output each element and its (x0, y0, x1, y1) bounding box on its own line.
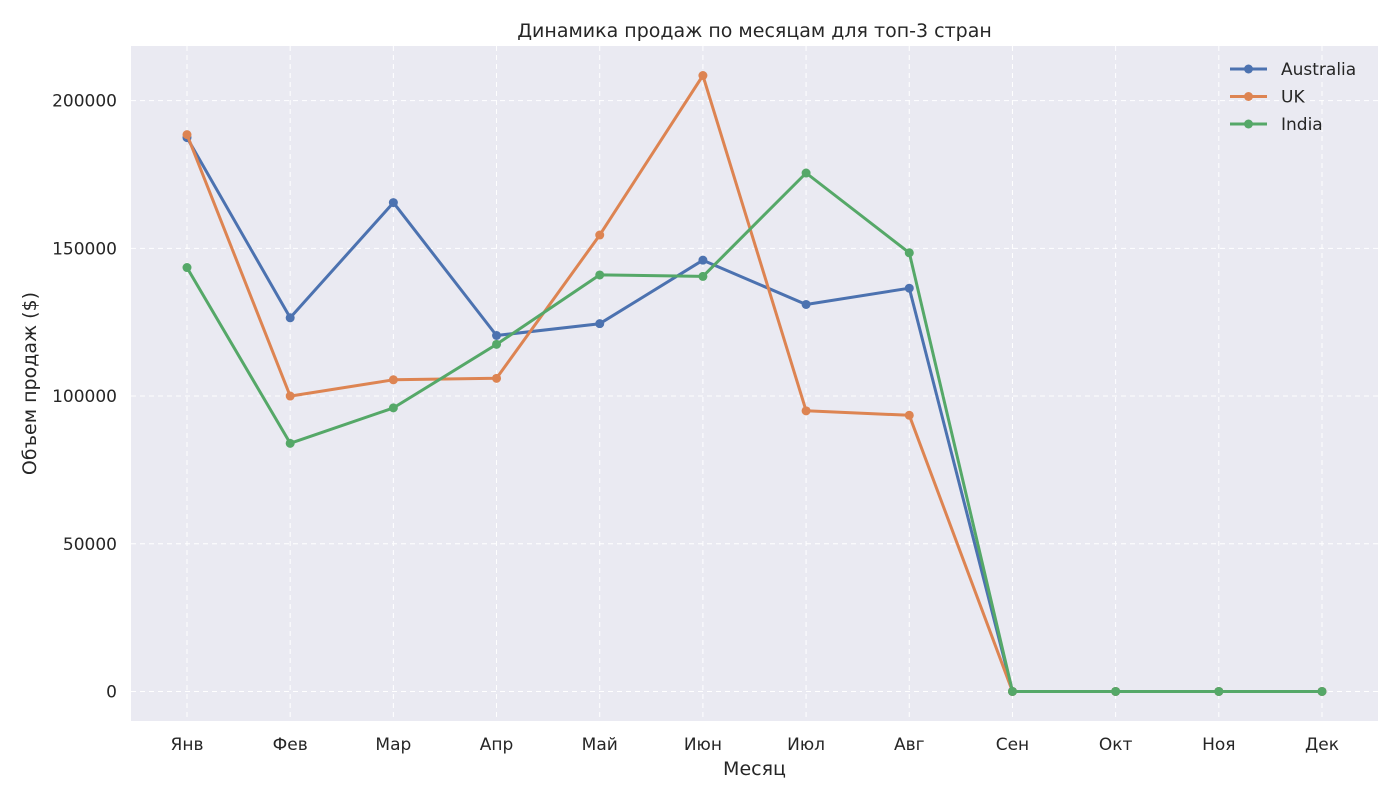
data-point (388, 375, 398, 385)
data-point (1214, 686, 1224, 696)
x-tick-label: Апр (480, 735, 514, 755)
data-point (1111, 686, 1121, 696)
data-point (1007, 686, 1017, 696)
y-tick-label: 200000 (52, 92, 117, 112)
data-point (595, 230, 605, 240)
series-line-india (185, 171, 1324, 693)
legend-item-india: India (1230, 115, 1323, 135)
data-point (801, 168, 811, 178)
legend-marker (1244, 119, 1253, 129)
data-point (492, 330, 502, 340)
legend-marker (1244, 92, 1253, 101)
y-tick-label: 50000 (63, 535, 117, 555)
x-tick-label: Янв (171, 735, 204, 755)
data-point (698, 255, 708, 265)
data-point (492, 339, 502, 349)
legend-label: Australia (1281, 60, 1356, 80)
data-point (595, 319, 605, 329)
data-point (285, 391, 295, 401)
y-tick-label: 150000 (52, 239, 117, 259)
data-point (388, 198, 398, 208)
data-point (698, 271, 708, 281)
data-point (1317, 686, 1327, 696)
data-point (904, 248, 914, 258)
x-tick-label: Фев (273, 735, 308, 755)
data-point (904, 283, 914, 293)
data-point (285, 313, 295, 323)
legend-marker (1244, 64, 1253, 74)
legend-label: India (1281, 115, 1323, 135)
plot-area (131, 46, 1378, 721)
data-point (801, 299, 811, 309)
data-point (904, 410, 914, 420)
y-axis-label: Объем продаж ($) (19, 292, 41, 475)
data-point (182, 130, 192, 140)
data-point (492, 373, 502, 383)
data-point (388, 403, 398, 413)
x-tick-label: Авг (894, 735, 925, 755)
x-tick-label: Июн (684, 735, 722, 755)
x-tick-label: Дек (1305, 735, 1339, 755)
y-tick-label: 100000 (52, 387, 117, 407)
data-point (801, 406, 811, 416)
x-tick-label: Июл (787, 735, 825, 755)
x-tick-label: Окт (1099, 735, 1133, 755)
y-tick-labels: 0 50000 100000 150000 200000 (52, 92, 117, 703)
legend-item-australia: Australia (1230, 60, 1356, 80)
x-tick-label: Мар (375, 735, 411, 755)
data-point (595, 270, 605, 280)
x-tick-label: Май (582, 735, 618, 755)
legend-item-uk: UK (1230, 88, 1305, 108)
x-tick-labels: Янв Фев Мар Апр Май Июн Июл Авг Сен Окт Ноя Дек (171, 735, 1339, 755)
data-point (182, 263, 192, 273)
series-india (182, 168, 1327, 696)
series-lines (182, 71, 1327, 696)
legend: Australia UK India (1230, 60, 1356, 135)
data-point (285, 438, 295, 448)
x-axis-label: Месяц (723, 758, 786, 780)
x-tick-label: Сен (996, 735, 1029, 755)
chart-title: Динамика продаж по месяцам для топ-3 стр… (517, 20, 992, 42)
y-tick-label: 0 (106, 682, 117, 702)
legend-label: UK (1281, 88, 1305, 108)
x-tick-label: Ноя (1202, 735, 1235, 755)
data-point (698, 71, 708, 81)
